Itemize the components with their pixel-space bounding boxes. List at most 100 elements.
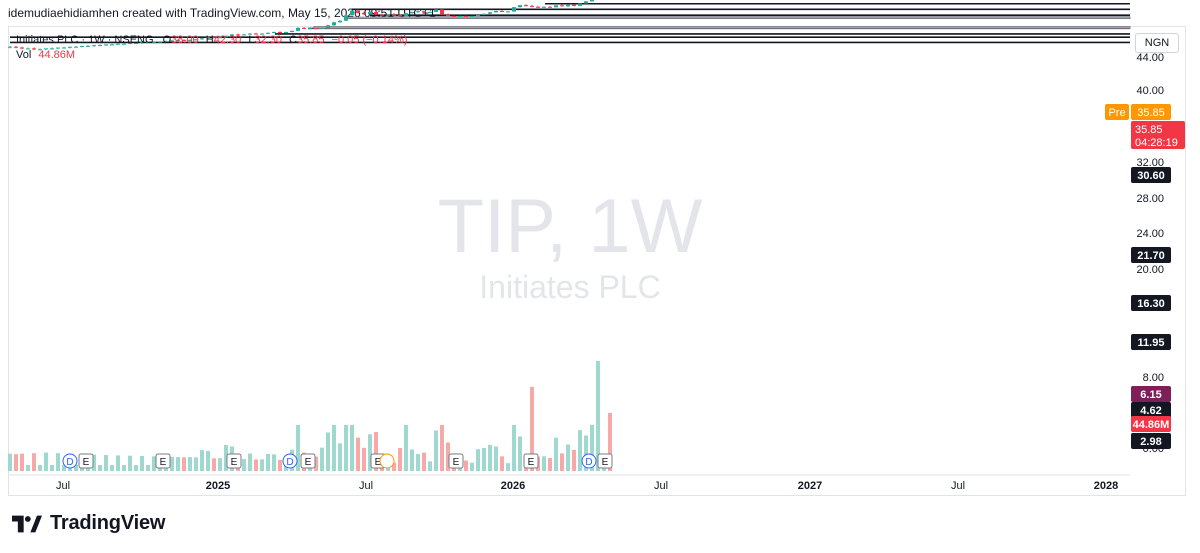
candle-body (86, 45, 90, 47)
level-price-text: 44.86M (1133, 419, 1170, 431)
volume-bar (104, 455, 108, 471)
candle-body (230, 34, 234, 36)
candle-body (512, 7, 516, 12)
chart-attribution: idemudiaehidiamhen created with TradingV… (8, 6, 436, 20)
volume-bar (434, 430, 438, 471)
candle-body (194, 39, 198, 41)
volume-bar (356, 437, 360, 471)
candle-body (446, 14, 450, 16)
earnings-marker (78, 453, 94, 469)
candle-body (566, 4, 570, 7)
candle-body (260, 33, 264, 35)
volume-bar (188, 457, 192, 471)
currency-selector[interactable]: NGN (1135, 33, 1179, 53)
candle-body (242, 34, 246, 36)
volume-bar (494, 446, 498, 471)
earnings-marker-label: E (305, 457, 312, 468)
level-price-label: 6.15 (1131, 386, 1171, 402)
countdown-text: 04:28:19 (1135, 137, 1178, 149)
candle-body (398, 14, 402, 17)
candle-body (122, 43, 126, 45)
pre-tag-text: Pre (1108, 107, 1125, 119)
candle-body (488, 12, 492, 14)
candle-body (458, 15, 462, 17)
volume-bar (428, 461, 432, 471)
candle-body (422, 11, 426, 13)
level-price-label: 2.98 (1131, 433, 1171, 449)
volume-bar (398, 447, 402, 471)
candle-body (218, 37, 222, 39)
candle-body (524, 5, 528, 7)
earnings-marker (300, 453, 316, 469)
volume-bar (476, 449, 480, 471)
volume-bar (50, 465, 54, 471)
price-tick-label: 20.00 (1136, 264, 1164, 276)
volume-bar (218, 458, 222, 471)
candle-body (92, 45, 96, 47)
volume-bar (542, 456, 546, 471)
price-tick-label: 8.00 (1143, 372, 1164, 384)
pre-tag (1105, 104, 1129, 120)
volume-bar (512, 425, 516, 471)
volume-bar (206, 450, 210, 471)
volume-bar (464, 460, 468, 471)
time-tick-label: 2028 (1094, 480, 1118, 492)
volume-bar (596, 361, 600, 471)
candle-body (20, 47, 24, 49)
candle-body (188, 39, 192, 41)
candle-body (590, 0, 594, 2)
candle-body (404, 13, 408, 17)
level-price-text: 16.30 (1137, 298, 1165, 310)
candle-body (236, 34, 240, 36)
volume-bar (242, 459, 246, 471)
volume-bar (176, 457, 180, 471)
volume-bar (314, 456, 318, 471)
time-tick-label: Jul (359, 480, 373, 492)
candle-body (164, 41, 168, 43)
candle-body (500, 10, 504, 12)
volume-bar (212, 458, 216, 471)
pre-price-box (1131, 104, 1171, 120)
volume-bar (182, 457, 186, 471)
candle-body (32, 48, 36, 50)
candle-body (452, 15, 456, 17)
level-price-box (1131, 295, 1171, 311)
candles (8, 0, 594, 51)
level-price-box (1131, 334, 1171, 350)
volume-bar (254, 459, 258, 471)
pre-market-label: Pre 35.85 (1105, 104, 1171, 120)
last-price-text: 35.85 (1135, 124, 1163, 136)
candle-body (482, 13, 486, 15)
dividend-marker (62, 453, 78, 469)
level-price-label: 16.30 (1131, 295, 1171, 311)
volume-bar (92, 454, 96, 471)
candle-body (128, 43, 132, 45)
volume-bar (410, 449, 414, 471)
dividend-marker (581, 453, 597, 469)
volume-bar (278, 459, 282, 471)
candle-body (80, 45, 84, 47)
candle-body (350, 10, 354, 16)
level-price-box (1131, 386, 1171, 402)
candle-body (278, 31, 282, 33)
volume-bar (578, 430, 582, 471)
level-price-box (1131, 247, 1171, 263)
earnings-marker-label: E (375, 457, 382, 468)
volume-bar (488, 445, 492, 471)
dividend-marker-label: D (66, 457, 73, 468)
level-price-box (1131, 433, 1171, 449)
candle-body (284, 31, 288, 33)
candle-body (98, 45, 102, 47)
level-price-text: 11.95 (1138, 337, 1165, 349)
tradingview-brand[interactable]: TradingView (12, 512, 165, 535)
volume-bar (224, 445, 228, 471)
candle-body (248, 33, 252, 35)
volume-bar (554, 437, 558, 471)
volume-bar (194, 457, 198, 471)
candle-body (290, 30, 294, 32)
candle-body (182, 39, 186, 41)
dividend-marker (282, 453, 298, 469)
symbol-label[interactable]: Initiates PLC · 1W · NSENG (16, 34, 154, 46)
